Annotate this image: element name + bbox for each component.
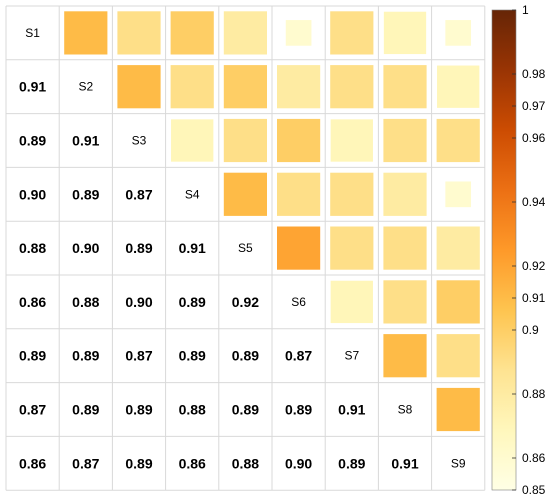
legend-tick-label: 0.88	[522, 387, 546, 401]
legend-tick-label: 0.9	[522, 323, 539, 337]
correlation-value: 0.89	[285, 402, 312, 418]
legend-tick-label: 0.92	[522, 259, 546, 273]
correlation-square	[277, 65, 321, 109]
correlation-value: 0.88	[232, 455, 259, 471]
correlation-value: 0.89	[125, 402, 152, 418]
legend-color-bar	[491, 9, 517, 491]
color-legend: 1 0.98 0.97 0.96 0.94 0.92 0.91 0.9 0.88 0.86 0.85	[491, 3, 546, 497]
legend-tick-label: 0.98	[522, 67, 546, 81]
correlation-value: 0.91	[72, 133, 99, 149]
variable-label-s9: S9	[451, 456, 466, 470]
correlation-square	[330, 280, 373, 324]
correlation-value: 0.87	[285, 348, 312, 364]
correlation-square	[383, 11, 427, 55]
correlation-value: 0.89	[72, 348, 99, 364]
correlation-value: 0.89	[179, 348, 206, 364]
correlation-value: 0.90	[285, 455, 312, 471]
correlation-square	[445, 181, 472, 208]
legend-tick-label: 0.91	[522, 291, 546, 305]
legend-tick-label: 1	[522, 3, 529, 17]
correlation-value: 0.87	[72, 455, 99, 471]
correlation-square	[436, 226, 480, 270]
correlation-value: 0.90	[19, 186, 46, 202]
correlation-square	[223, 11, 267, 55]
correlation-square	[330, 172, 374, 216]
correlation-value: 0.91	[338, 402, 365, 418]
correlation-square	[285, 20, 312, 46]
correlation-value: 0.87	[125, 186, 152, 202]
correlation-value: 0.91	[19, 79, 46, 95]
correlation-square	[117, 11, 161, 55]
correlation-square	[277, 226, 321, 270]
correlation-value: 0.86	[19, 294, 46, 310]
correlation-square	[383, 65, 427, 109]
legend-tick-label: 0.86	[522, 451, 546, 465]
correlation-value: 0.89	[72, 402, 99, 418]
correlation-value: 0.88	[19, 240, 46, 256]
correlation-value: 0.89	[179, 294, 206, 310]
correlation-value: 0.86	[179, 455, 206, 471]
correlation-value: 0.87	[125, 348, 152, 364]
correlation-value: 0.88	[179, 402, 206, 418]
legend-tick-label: 0.97	[522, 99, 546, 113]
variable-label-s7: S7	[344, 349, 359, 363]
correlation-square	[436, 280, 480, 324]
variable-label-s5: S5	[238, 241, 253, 255]
correlation-value: 0.91	[391, 455, 418, 471]
correlation-value: 0.90	[72, 240, 99, 256]
correlation-square	[277, 118, 321, 163]
correlation-square	[330, 119, 373, 162]
variable-label-s4: S4	[185, 187, 200, 201]
correlation-square	[437, 65, 480, 108]
correlation-value: 0.88	[72, 294, 99, 310]
correlation-square	[64, 11, 108, 55]
matrix-cells: S1 0.91 S2 0.89 0.91 S3 0.90 0.89 0.87 S4 0.88 0.90…	[19, 11, 480, 471]
correlation-square	[117, 65, 161, 109]
variable-label-s3: S3	[132, 134, 147, 148]
legend-tick-label: 0.85	[522, 483, 546, 497]
correlation-square	[223, 172, 267, 216]
correlation-square	[383, 280, 427, 324]
variable-label-s2: S2	[78, 80, 93, 94]
correlation-square	[383, 334, 427, 378]
correlation-square	[383, 226, 427, 270]
correlation-square	[383, 172, 427, 216]
correlation-value: 0.89	[125, 455, 152, 471]
correlation-value: 0.89	[232, 402, 259, 418]
correlation-square	[330, 11, 374, 55]
correlation-value: 0.87	[19, 402, 46, 418]
variable-label-s6: S6	[291, 295, 306, 309]
correlation-square	[445, 20, 472, 46]
correlation-value: 0.91	[179, 240, 206, 256]
correlation-square	[436, 118, 480, 163]
correlation-square	[277, 172, 321, 216]
legend-tick-label: 0.94	[522, 195, 546, 209]
correlation-square	[223, 65, 267, 109]
correlation-value: 0.86	[19, 455, 46, 471]
variable-label-s1: S1	[25, 26, 40, 40]
correlation-square	[170, 11, 214, 55]
correlation-value: 0.89	[19, 348, 46, 364]
correlation-value: 0.90	[125, 294, 152, 310]
legend-tick-label: 0.96	[522, 131, 546, 145]
grid	[5, 5, 486, 491]
correlation-value: 0.89	[232, 348, 259, 364]
correlation-square	[330, 65, 374, 109]
correlation-square	[383, 118, 427, 163]
correlation-square	[436, 387, 480, 432]
correlation-square	[171, 119, 214, 162]
correlation-value: 0.89	[72, 186, 99, 202]
correlation-square	[170, 65, 214, 109]
correlation-square	[436, 334, 480, 378]
correlation-square	[223, 118, 267, 163]
correlation-square	[330, 226, 374, 270]
correlation-value: 0.89	[19, 133, 46, 149]
correlation-value: 0.92	[232, 294, 259, 310]
correlation-value: 0.89	[125, 240, 152, 256]
correlation-value: 0.89	[338, 455, 365, 471]
variable-label-s8: S8	[398, 403, 413, 417]
